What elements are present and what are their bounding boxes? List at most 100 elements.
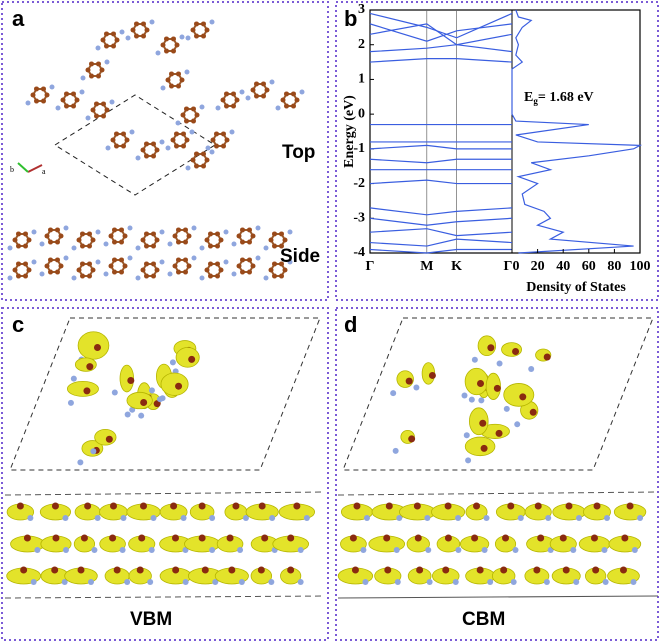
panel-label: a	[12, 6, 25, 31]
atom	[63, 225, 69, 231]
atom	[120, 515, 127, 521]
atom	[44, 233, 50, 239]
atom	[258, 502, 266, 510]
atom	[257, 566, 265, 574]
atom	[212, 579, 219, 585]
atom	[144, 153, 149, 159]
atom	[229, 129, 235, 135]
atom	[287, 259, 293, 265]
atom	[385, 502, 393, 510]
atom	[104, 31, 109, 37]
atom	[254, 93, 259, 99]
atom	[101, 113, 106, 119]
atom	[214, 143, 219, 149]
band-line	[369, 144, 512, 150]
atom	[140, 267, 146, 273]
atom	[255, 255, 261, 261]
atom	[223, 229, 229, 235]
band-line	[369, 228, 513, 237]
atom	[234, 97, 240, 103]
atom	[34, 547, 41, 553]
atom	[12, 267, 18, 273]
atom	[272, 261, 277, 267]
atom	[517, 515, 524, 521]
atom	[198, 534, 206, 542]
atom	[502, 534, 510, 542]
y-tick-label: -4	[353, 245, 365, 260]
atom	[455, 547, 462, 553]
atom	[51, 502, 59, 510]
atom	[71, 103, 76, 109]
atom	[80, 534, 88, 542]
atom	[221, 131, 226, 137]
atom	[167, 241, 173, 247]
x-tick-label: K	[451, 259, 462, 274]
atom	[240, 227, 245, 233]
atom	[154, 267, 160, 273]
atom	[96, 61, 101, 67]
y-axis-label: Energy (eV)	[342, 95, 357, 168]
atom	[559, 534, 567, 542]
atom	[637, 515, 644, 521]
atom	[512, 347, 520, 355]
atom	[170, 502, 178, 510]
orbital	[77, 331, 110, 360]
atom	[80, 75, 86, 81]
atom	[111, 389, 118, 396]
orbital	[94, 428, 117, 446]
atom	[159, 229, 165, 235]
atom	[250, 263, 256, 269]
atom	[95, 229, 101, 235]
atom	[184, 137, 190, 143]
atom	[543, 353, 551, 361]
atom	[236, 233, 242, 239]
atom	[223, 259, 229, 265]
atom	[394, 579, 401, 585]
atom	[210, 137, 216, 143]
atom	[619, 566, 627, 574]
atom	[503, 405, 510, 412]
atom	[231, 271, 237, 277]
atom	[487, 344, 495, 352]
atom	[74, 97, 80, 103]
atom	[282, 237, 288, 243]
atom	[468, 396, 475, 403]
atom	[194, 151, 199, 157]
atom	[208, 261, 213, 267]
atom	[39, 241, 45, 247]
atom	[169, 83, 174, 89]
atom	[111, 43, 116, 49]
atom	[104, 59, 110, 65]
atom	[183, 257, 188, 263]
atom	[291, 103, 296, 109]
band-line	[369, 158, 512, 164]
atom	[170, 137, 176, 143]
atom	[87, 261, 92, 267]
atom	[220, 97, 226, 103]
atom	[105, 435, 113, 443]
atom	[109, 534, 117, 542]
atom	[172, 233, 178, 239]
atom	[182, 579, 189, 585]
atom	[129, 129, 135, 135]
atom	[134, 21, 139, 27]
band-line	[369, 238, 513, 247]
atom	[104, 43, 109, 49]
atom	[165, 77, 171, 83]
atom	[576, 515, 583, 521]
atom	[30, 579, 37, 585]
atom	[34, 98, 39, 104]
orbital	[160, 372, 189, 396]
atom	[247, 269, 252, 275]
atom	[86, 363, 94, 371]
atom	[169, 71, 174, 77]
atom	[483, 515, 490, 521]
atom	[41, 86, 46, 92]
atom	[201, 151, 206, 157]
atom	[573, 579, 580, 585]
orbital	[485, 372, 501, 400]
atom	[83, 387, 91, 395]
axis-label: b	[10, 165, 14, 174]
y-tick-label: -3	[353, 211, 365, 226]
atom	[188, 355, 196, 363]
